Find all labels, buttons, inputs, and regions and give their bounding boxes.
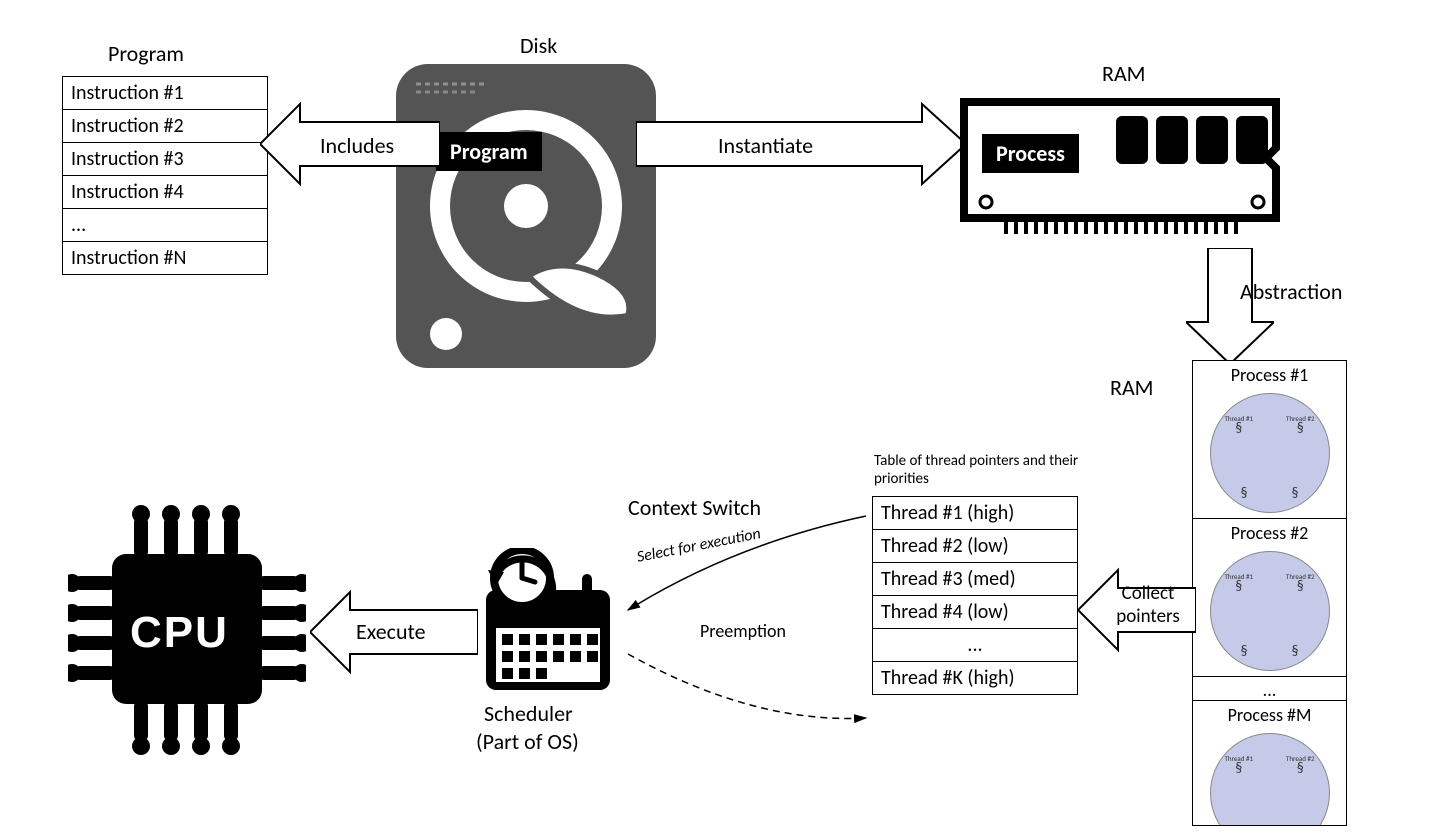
scheduler-sub-label: (Part of OS) — [476, 728, 579, 755]
instantiate-label: Instantiate — [718, 132, 813, 159]
process-circle: Thread #1§ Thread #2§ § § — [1210, 393, 1330, 513]
program-row: Instruction #4 — [63, 176, 267, 209]
abstraction-arrow — [1186, 248, 1274, 364]
program-row: ... — [63, 209, 267, 242]
thread-table: Thread #1 (high) Thread #2 (low) Thread … — [872, 496, 1078, 695]
program-row: Instruction #2 — [63, 110, 267, 143]
program-row: Instruction #N — [63, 242, 267, 274]
process-title: Process #2 — [1193, 519, 1346, 547]
program-label: Program — [108, 40, 184, 67]
process-box: Process #1 Thread #1§ Thread #2§ § § — [1192, 360, 1347, 522]
process-circle: Thread #1§ Thread #2§ § § — [1210, 733, 1330, 826]
thread-row: ... — [873, 629, 1077, 662]
process-circle: Thread #1§ Thread #2§ § § — [1210, 551, 1330, 671]
program-table: Instruction #1 Instruction #2 Instructio… — [62, 76, 268, 275]
scheduler-icon — [470, 548, 620, 698]
thread-table-caption: Table of thread pointers and their prior… — [874, 452, 1084, 488]
includes-label: Includes — [320, 132, 394, 159]
thread-row: Thread #2 (low) — [873, 530, 1077, 563]
ram-top-label: RAM — [1102, 60, 1145, 87]
thread-row: Thread #1 (high) — [873, 497, 1077, 530]
thread-row: Thread #K (high) — [873, 662, 1077, 694]
process-box: Process #M Thread #1§ Thread #2§ § § — [1192, 700, 1347, 826]
abstraction-label: Abstraction — [1240, 278, 1342, 305]
thread-row: Thread #3 (med) — [873, 563, 1077, 596]
ram-mid-label: RAM — [1110, 374, 1153, 401]
scheduler-label: Scheduler — [484, 700, 573, 727]
thread-row: Thread #4 (low) — [873, 596, 1077, 629]
process-chip: Process — [982, 134, 1079, 173]
process-title: Process #1 — [1193, 361, 1346, 389]
execute-label: Execute — [356, 618, 426, 645]
program-chip: Program — [436, 132, 542, 171]
collect-pointers-label: Collect pointers — [1108, 583, 1188, 629]
disk-label: Disk — [520, 32, 557, 59]
process-title: Process #M — [1193, 701, 1346, 729]
process-box: Process #2 Thread #1§ Thread #2§ § § — [1192, 518, 1347, 680]
preemption-label: Preemption — [700, 620, 786, 642]
program-row: Instruction #1 — [63, 77, 267, 110]
cpu-text: CPU — [130, 608, 229, 658]
program-row: Instruction #3 — [63, 143, 267, 176]
